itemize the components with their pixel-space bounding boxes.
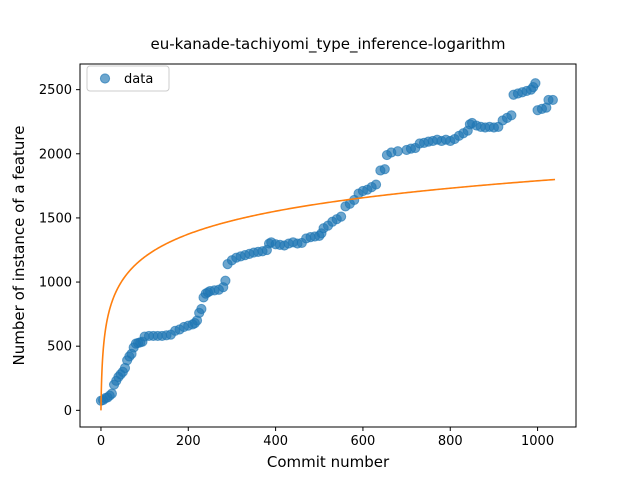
- y-tick-label: 1500: [39, 211, 72, 226]
- data-point: [392, 146, 403, 157]
- x-axis-title: Commit number: [267, 453, 390, 471]
- legend-marker: [99, 73, 111, 84]
- data-point: [336, 211, 347, 222]
- data-point: [196, 303, 207, 315]
- data-point: [547, 94, 558, 106]
- data-point: [506, 110, 517, 121]
- y-tick-label: 1000: [39, 276, 72, 291]
- y-tick-label: 2500: [39, 83, 72, 98]
- y-axis-title: Number of instance of a feature: [10, 126, 28, 366]
- x-tick-label: 1000: [521, 434, 554, 449]
- x-tick-label: 600: [351, 434, 376, 449]
- y-tick-label: 500: [47, 340, 72, 355]
- axes-frame: [79, 63, 577, 428]
- x-tick-label: 0: [97, 434, 105, 449]
- data-series: [95, 78, 558, 411]
- data-point: [106, 388, 117, 399]
- y-tick-label: 2000: [39, 147, 72, 162]
- scatter-series: [95, 78, 558, 406]
- data-point: [370, 179, 382, 190]
- legend-box: [86, 65, 170, 92]
- x-tick-label: 800: [438, 434, 463, 449]
- x-tick-label: 200: [176, 434, 201, 449]
- chart-title: eu-kanade-tachiyomi_type_inference-logar…: [151, 35, 506, 54]
- legend-label: data: [124, 72, 153, 87]
- y-tick-label: 0: [64, 404, 72, 419]
- data-point: [220, 275, 231, 286]
- fit-line: [100, 178, 556, 411]
- legend: data: [86, 65, 170, 92]
- data-point: [530, 78, 541, 89]
- x-tick-label: 400: [263, 434, 288, 449]
- axes: 0 200 400 600 800 1000 0 500 1000 1500 2000 2500: [39, 63, 577, 449]
- data-point: [379, 164, 390, 175]
